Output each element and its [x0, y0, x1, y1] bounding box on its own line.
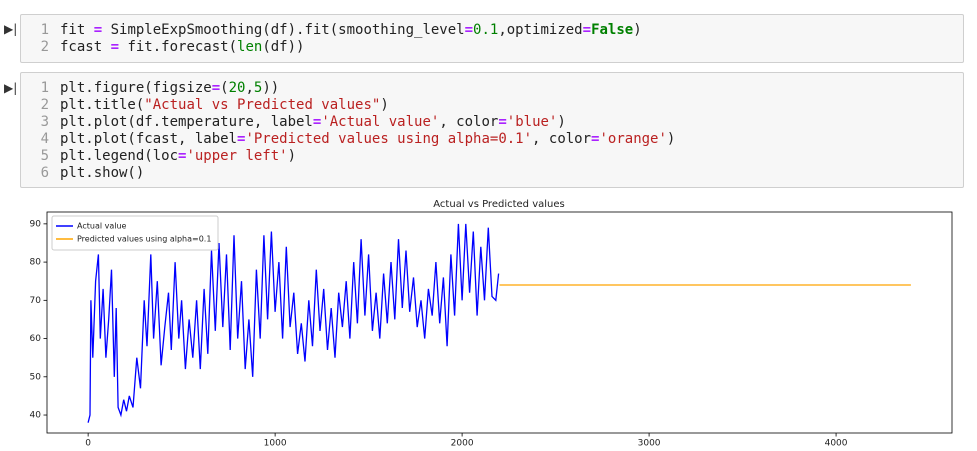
line-number: 1 [40, 80, 49, 96]
code-token: )) [262, 80, 280, 96]
code-token: = [237, 131, 246, 147]
series-line [87, 223, 500, 423]
x-tick-label: 4000 [825, 439, 848, 449]
code-token: , color [532, 131, 592, 147]
plot-frame [46, 211, 953, 434]
legend-label: Predicted values using alpha=0.1 [77, 235, 211, 244]
y-tick-label: 50 [30, 372, 42, 382]
code-token: 0.1 [473, 22, 499, 38]
code-token: 'orange' [599, 131, 667, 147]
code-token: ) [287, 148, 297, 164]
code-cell[interactable]: 1 plt.figure(figsize=(20,5)) 2 plt.title("A… [20, 72, 964, 188]
code-line: plt.show() [60, 165, 144, 181]
legend-box [51, 215, 219, 251]
code-token: , [245, 80, 254, 96]
x-tick-label: 3000 [638, 439, 661, 449]
y-tick-label: 70 [30, 296, 42, 306]
code-line: plt.figure(figsize=(20,5)) [60, 80, 279, 96]
code-token: ) [666, 131, 676, 147]
code-token: 'blue' [506, 114, 558, 130]
code-token: SimpleExpSmoothing(df).fit(smoothing_lev… [102, 22, 465, 38]
code-token: fit [60, 22, 94, 38]
code-line: fcast = fit.forecast(len(df)) [60, 39, 304, 55]
code-token: = [93, 22, 103, 38]
code-token: 'upper left' [186, 148, 288, 164]
code-line: plt.plot(fcast, label='Predicted values … [60, 131, 675, 147]
code-token: len [237, 39, 263, 55]
code-token: plt.plot(df.temperature, label [60, 114, 313, 130]
code-line: fit = SimpleExpSmoothing(df).fit(smoothi… [60, 22, 642, 38]
run-button[interactable]: ▶| [4, 22, 18, 36]
y-tick-label: 40 [30, 411, 42, 421]
code-token: 20 [228, 80, 246, 96]
code-token: fcast [60, 39, 111, 55]
line-number: 3 [40, 114, 49, 130]
code-token: plt.plot(fcast, label [60, 131, 238, 147]
y-tick-label: 90 [30, 219, 42, 229]
code-token: 'Predicted values using alpha=0.1' [245, 131, 533, 147]
code-token: plt.show() [60, 165, 145, 181]
code-token: plt.legend(loc [60, 148, 179, 164]
code-token: = [211, 80, 221, 96]
x-tick-label: 1000 [264, 439, 287, 449]
code-token: ) [633, 22, 642, 38]
code-token: plt.figure(figsize [60, 80, 212, 96]
code-token: ,optimized [498, 22, 583, 38]
code-token: = [498, 114, 507, 130]
chart-title: Actual vs Predicted values [433, 199, 564, 210]
y-tick-label: 60 [30, 334, 42, 344]
line-number: 5 [40, 148, 49, 164]
code-token: = [464, 22, 474, 38]
code-cell[interactable]: 1 fit = SimpleExpSmoothing(df).fit(smooth… [20, 14, 964, 63]
code-token: 5 [253, 80, 263, 96]
line-number: 2 [40, 97, 49, 113]
code-token: = [178, 148, 187, 164]
line-number: 1 [40, 22, 49, 38]
x-tick-label: 0 [85, 439, 91, 449]
x-tick-label: 2000 [451, 439, 474, 449]
code-token: ) [380, 97, 389, 113]
code-token: , color [439, 114, 499, 130]
code-token: plt.title( [60, 97, 145, 113]
code-token: ( [220, 80, 229, 96]
legend-label: Actual value [77, 222, 127, 231]
code-token: False [591, 22, 634, 38]
line-number: 6 [40, 165, 49, 181]
code-token: = [110, 39, 120, 55]
code-line: plt.legend(loc='upper left') [60, 148, 296, 164]
code-token: fit.forecast( [119, 39, 238, 55]
code-token: (df)) [262, 39, 305, 55]
run-button[interactable]: ▶| [4, 81, 18, 95]
code-line: plt.plot(df.temperature, label='Actual v… [60, 114, 566, 130]
code-line: plt.title("Actual vs Predicted values") [60, 97, 389, 113]
code-token: "Actual vs Predicted values" [144, 97, 381, 113]
code-token: 'Actual value' [321, 114, 440, 130]
code-token: = [591, 131, 600, 147]
code-token: = [312, 114, 322, 130]
code-token: = [582, 22, 592, 38]
line-number: 4 [40, 131, 49, 147]
code-token: ) [557, 114, 566, 130]
y-tick-label: 80 [30, 258, 42, 268]
line-number: 2 [40, 39, 49, 55]
